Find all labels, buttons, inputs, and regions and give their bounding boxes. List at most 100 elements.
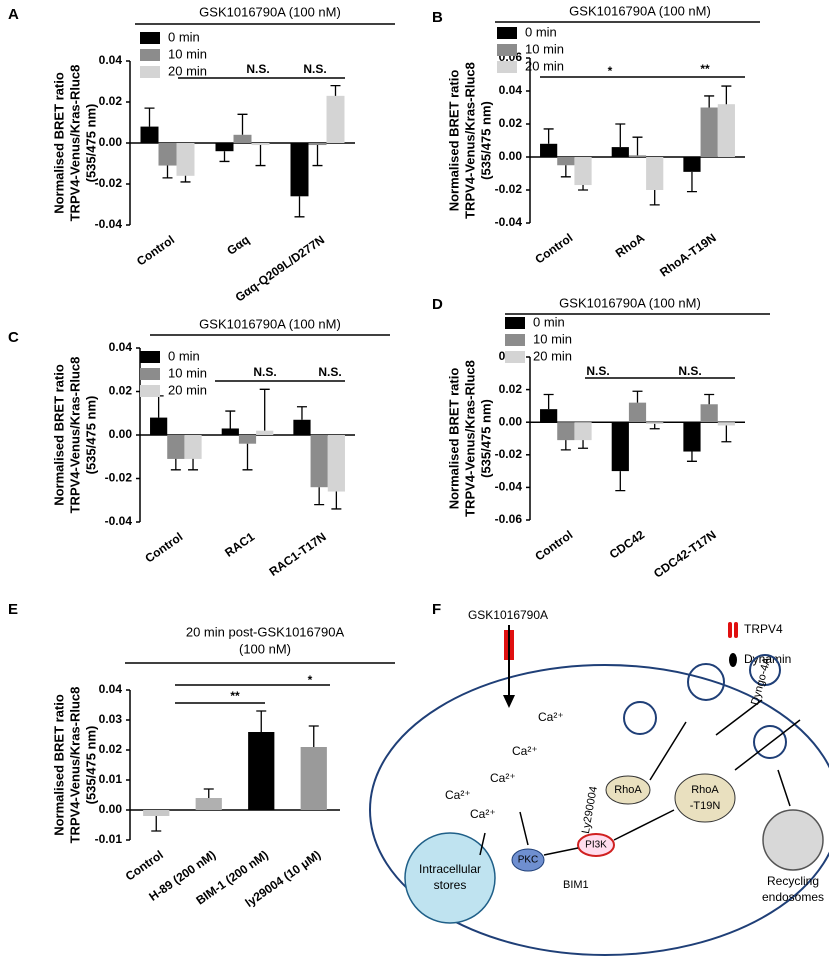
bar (290, 143, 309, 197)
error-bar (543, 128, 554, 144)
y-tick-label: 0.00 (99, 135, 123, 149)
bar (326, 95, 345, 143)
y-tick-label: -0.02 (95, 176, 123, 190)
error-bar (704, 393, 715, 405)
agonist-label: GSK1016790A (468, 608, 548, 622)
vesicle (749, 654, 781, 686)
y-axis-label: (535/475 nm) (83, 104, 98, 183)
bar (140, 126, 159, 143)
bar (158, 143, 177, 166)
x-tick-label: RAC1 (222, 529, 257, 559)
legend-swatch (505, 334, 525, 346)
pkc (511, 848, 545, 872)
annotation: N.S. (303, 62, 326, 76)
bar (215, 143, 234, 152)
annotation: * (308, 673, 313, 687)
error-bar (314, 487, 325, 506)
error-bar (203, 788, 214, 798)
error-bar (330, 84, 341, 96)
bar (540, 409, 558, 423)
annotation: N.S. (246, 62, 269, 76)
legend-label: 0 min (168, 29, 200, 44)
y-axis-label: TRPV4-Venus/Kras-Rluc8 (67, 687, 82, 844)
bar (293, 419, 311, 435)
y-axis-label: (535/475 nm) (478, 399, 493, 478)
y-tick-label: 0.00 (499, 414, 523, 428)
y-tick-label: 0.02 (99, 94, 123, 108)
legend-swatch (140, 66, 160, 78)
y-tick-label: 0.04 (99, 53, 123, 67)
x-tick-label: Control (532, 231, 575, 267)
y-tick-label: -0.04 (495, 480, 523, 494)
bar (628, 402, 647, 423)
bar (238, 435, 257, 444)
x-tick-label: Control (134, 233, 177, 269)
error-bar (632, 390, 643, 403)
y-tick-label: -0.06 (495, 512, 523, 526)
y-axis-label: (535/475 nm) (83, 396, 98, 475)
bar (683, 422, 701, 452)
error-bar (296, 406, 307, 420)
diagram-f: F GSK1016790A TRPV4 Dynamin Ca²⁺ Ca²⁺ Ca… (369, 601, 829, 956)
y-axis-label: Normalised BRET ratio (51, 72, 66, 214)
x-tick-label: RhoA (613, 230, 648, 260)
bar (327, 435, 345, 492)
y-tick-label: 0.02 (499, 382, 523, 396)
legend-label: TRPV4 (744, 622, 783, 636)
calcium: Ca²⁺ (445, 788, 471, 802)
error-bar (256, 710, 267, 732)
stores-label: Intracellular (419, 862, 481, 876)
legend-swatch (505, 317, 525, 329)
arrows (479, 699, 801, 856)
stores (404, 832, 496, 924)
error-bar (721, 85, 732, 105)
y-tick-label: 0.02 (99, 742, 123, 756)
error-bar (162, 165, 173, 179)
bar (184, 435, 202, 459)
y-tick-label: -0.01 (95, 832, 123, 846)
bar (700, 107, 718, 157)
bar (308, 143, 327, 146)
error-bar (721, 425, 732, 443)
bar (717, 104, 735, 157)
stores-label: stores (434, 878, 467, 892)
y-tick-label: 0.02 (499, 116, 523, 130)
bar (143, 810, 170, 816)
error-bar (686, 171, 697, 193)
bar (167, 435, 185, 459)
y-tick-label: -0.04 (95, 217, 123, 231)
y-tick-label: -0.04 (495, 215, 523, 229)
pkc-label: PKC (518, 855, 539, 866)
error-bar (704, 95, 715, 108)
calcium: Ca²⁺ (470, 807, 496, 821)
calcium: Ca²⁺ (512, 744, 538, 758)
bar (540, 143, 558, 157)
chart-title: (100 nM) (239, 641, 291, 656)
bar (574, 422, 592, 441)
error-bar (578, 440, 589, 449)
y-tick-label: 0.04 (99, 682, 123, 696)
error-bar (144, 107, 155, 127)
legend-label: 10 min (533, 331, 572, 346)
legend-label: 10 min (525, 41, 564, 56)
y-axis-label: TRPV4-Venus/Kras-Rluc8 (462, 360, 477, 517)
y-tick-label: -0.02 (495, 182, 523, 196)
y-tick-label: 0.00 (499, 149, 523, 163)
rhoa-mut-label: RhoA (691, 784, 719, 796)
calcium: Ca²⁺ (538, 710, 564, 724)
error-bar (153, 395, 164, 418)
y-axis-label: (535/475 nm) (83, 726, 98, 805)
legend-swatch (140, 385, 160, 397)
y-tick-label: 0.00 (109, 427, 133, 441)
legend-icon (734, 622, 738, 638)
legend-label: 10 min (168, 46, 207, 61)
y-tick-label: -0.02 (105, 471, 133, 485)
bar (611, 422, 629, 472)
error-bar (649, 190, 660, 206)
legend-icon (728, 622, 732, 638)
error-bar (312, 145, 323, 167)
rhoa-mut (674, 773, 736, 823)
error-bar (560, 440, 571, 451)
y-axis-label: (535/475 nm) (478, 101, 493, 180)
